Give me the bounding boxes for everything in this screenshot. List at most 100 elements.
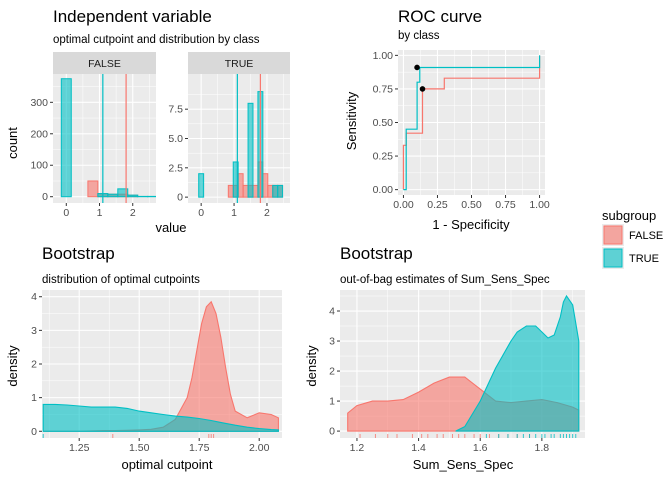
indep-subtitle: optimal cutpoint and distribution by cla… xyxy=(53,34,260,46)
y-tick-label: 2 xyxy=(329,366,335,378)
y-tick-label: 1 xyxy=(329,396,335,408)
x-axis-ticks: 1.25 1.50 1.75 2.00 xyxy=(69,438,270,454)
y-tick-label: 100 xyxy=(30,160,48,172)
roc-subtitle: by class xyxy=(398,30,440,42)
x-axis-ticks: 0 1 2 xyxy=(198,203,270,219)
indep-title: Independent variable xyxy=(53,7,212,26)
y-tick-label: 2 xyxy=(31,359,37,371)
x-tick-label: 0.00 xyxy=(393,199,414,211)
roc-line-true xyxy=(403,55,541,191)
roc-title: ROC curve xyxy=(398,7,482,26)
boot-cutpoint-chart: 1.25 1.50 1.75 2.00 0 1 2 3 4 xyxy=(31,290,282,454)
boot1-subtitle: distribution of optimal cutpoints xyxy=(42,274,200,286)
bar-false xyxy=(267,184,274,198)
x-tick-label: 0 xyxy=(198,207,204,219)
bars xyxy=(60,74,156,203)
roc-line-false xyxy=(402,55,541,190)
x-tick-label: 0.25 xyxy=(427,199,448,211)
y-axis-ticks: 0 100 200 300 xyxy=(30,97,53,203)
boot1-title: Bootstrap xyxy=(42,244,115,263)
legend-item-true: TRUE xyxy=(602,247,659,269)
panel-bootstrap-cutpoints: Bootstrap distribution of optimal cutpoi… xyxy=(5,244,282,472)
bar-false xyxy=(227,184,234,198)
panel-independent-variable: Independent variable optimal cutpoint an… xyxy=(5,7,290,235)
indep-y-label: count xyxy=(5,127,20,159)
x-tick-label: 1.6 xyxy=(473,442,488,454)
bar-true xyxy=(272,184,279,198)
x-tick-label: 1 xyxy=(97,207,103,219)
roc-chart: 0.00 0.25 0.50 0.75 1.00 0.00 0.25 0.50 0.75 1.0… xyxy=(373,50,550,211)
y-tick-label: 0.50 xyxy=(373,117,394,129)
y-tick-label: 300 xyxy=(30,97,48,109)
boot2-subtitle: out-of-bag estimates of Sum_Sens_Spec xyxy=(340,274,550,286)
facet-strip-false-label: FALSE xyxy=(88,58,121,70)
boot2-y-label: density xyxy=(304,345,319,387)
density-areas xyxy=(347,294,580,438)
bar-true xyxy=(198,173,205,198)
x-tick-label: 1.2 xyxy=(350,442,365,454)
legend-item-false: FALSE xyxy=(602,224,663,246)
y-axis-ticks: 0 1 2 3 4 xyxy=(329,306,340,438)
x-axis-ticks: 0 1 2 xyxy=(63,203,136,219)
facet-true: TRUE 0 1 2 0 2.5 5.0 7.5 xyxy=(168,52,290,219)
y-tick-label: 0.00 xyxy=(373,184,394,196)
bars xyxy=(198,74,284,203)
bar-false xyxy=(87,180,99,198)
legend-title: subgroup xyxy=(602,208,656,223)
y-tick-label: 0.75 xyxy=(373,83,394,95)
x-tick-label: 1.4 xyxy=(411,442,426,454)
y-tick-label: 4 xyxy=(329,306,335,318)
x-tick-label: 1.00 xyxy=(529,199,550,211)
bar-true xyxy=(117,188,129,198)
x-tick-label: 1.25 xyxy=(69,442,90,454)
facet-false: FALSE 0 1 2 0 100 200 300 xyxy=(30,52,156,219)
legend-label-true: TRUE xyxy=(629,253,659,265)
roc-x-label: 1 - Specificity xyxy=(432,217,510,232)
y-tick-label: 3 xyxy=(31,325,37,337)
x-tick-label: 2 xyxy=(264,207,270,219)
x-axis-ticks: 0.00 0.25 0.50 0.75 1.00 xyxy=(393,195,550,211)
x-tick-label: 1.75 xyxy=(189,442,210,454)
bar-true xyxy=(277,184,284,198)
bar-true xyxy=(127,194,139,198)
legend-key-true xyxy=(603,248,623,268)
boot1-y-label: density xyxy=(5,345,20,387)
density-true xyxy=(455,294,580,432)
bar-false xyxy=(252,184,259,198)
y-axis-ticks: 0 1 2 3 4 xyxy=(31,291,42,438)
legend-key-false xyxy=(603,225,623,245)
facet-strip-false xyxy=(53,52,156,74)
y-tick-label: 4 xyxy=(31,291,37,303)
y-tick-label: 1.00 xyxy=(373,50,394,62)
y-tick-label: 0 xyxy=(42,191,48,203)
facet-strip-true-label: TRUE xyxy=(225,58,254,70)
facet-strip-true xyxy=(188,52,290,74)
x-tick-label: 2 xyxy=(130,207,136,219)
y-tick-label: 0 xyxy=(329,426,335,438)
y-tick-label: 200 xyxy=(30,128,48,140)
x-tick-label: 0 xyxy=(63,207,69,219)
bar-false xyxy=(242,184,249,198)
boot2-title: Bootstrap xyxy=(340,244,413,263)
legend: subgroup FALSE TRUE xyxy=(602,208,663,269)
bar-true xyxy=(60,78,72,198)
indep-x-label: value xyxy=(155,220,186,235)
legend-label-false: FALSE xyxy=(629,230,663,242)
y-tick-label: 3 xyxy=(329,336,335,348)
bar-true xyxy=(247,102,254,198)
y-tick-label: 0 xyxy=(177,192,183,204)
x-tick-label: 1.50 xyxy=(129,442,150,454)
y-tick-label: 0.25 xyxy=(373,151,394,163)
x-tick-label: 2.00 xyxy=(249,442,270,454)
x-tick-label: 0.75 xyxy=(495,199,516,211)
y-axis-ticks: 0.00 0.25 0.50 0.75 1.00 xyxy=(373,50,398,196)
x-tick-label: 1 xyxy=(231,207,237,219)
y-tick-label: 1 xyxy=(31,392,37,404)
boot2-x-label: Sum_Sens_Spec xyxy=(413,457,514,472)
y-tick-label: 2.5 xyxy=(168,162,183,174)
density-true xyxy=(42,403,279,432)
x-tick-label: 0.50 xyxy=(461,199,482,211)
boot-sum-chart: 1.2 1.4 1.6 1.8 0 1 2 3 4 xyxy=(329,290,585,454)
roc-y-label: Sensitivity xyxy=(344,91,359,150)
